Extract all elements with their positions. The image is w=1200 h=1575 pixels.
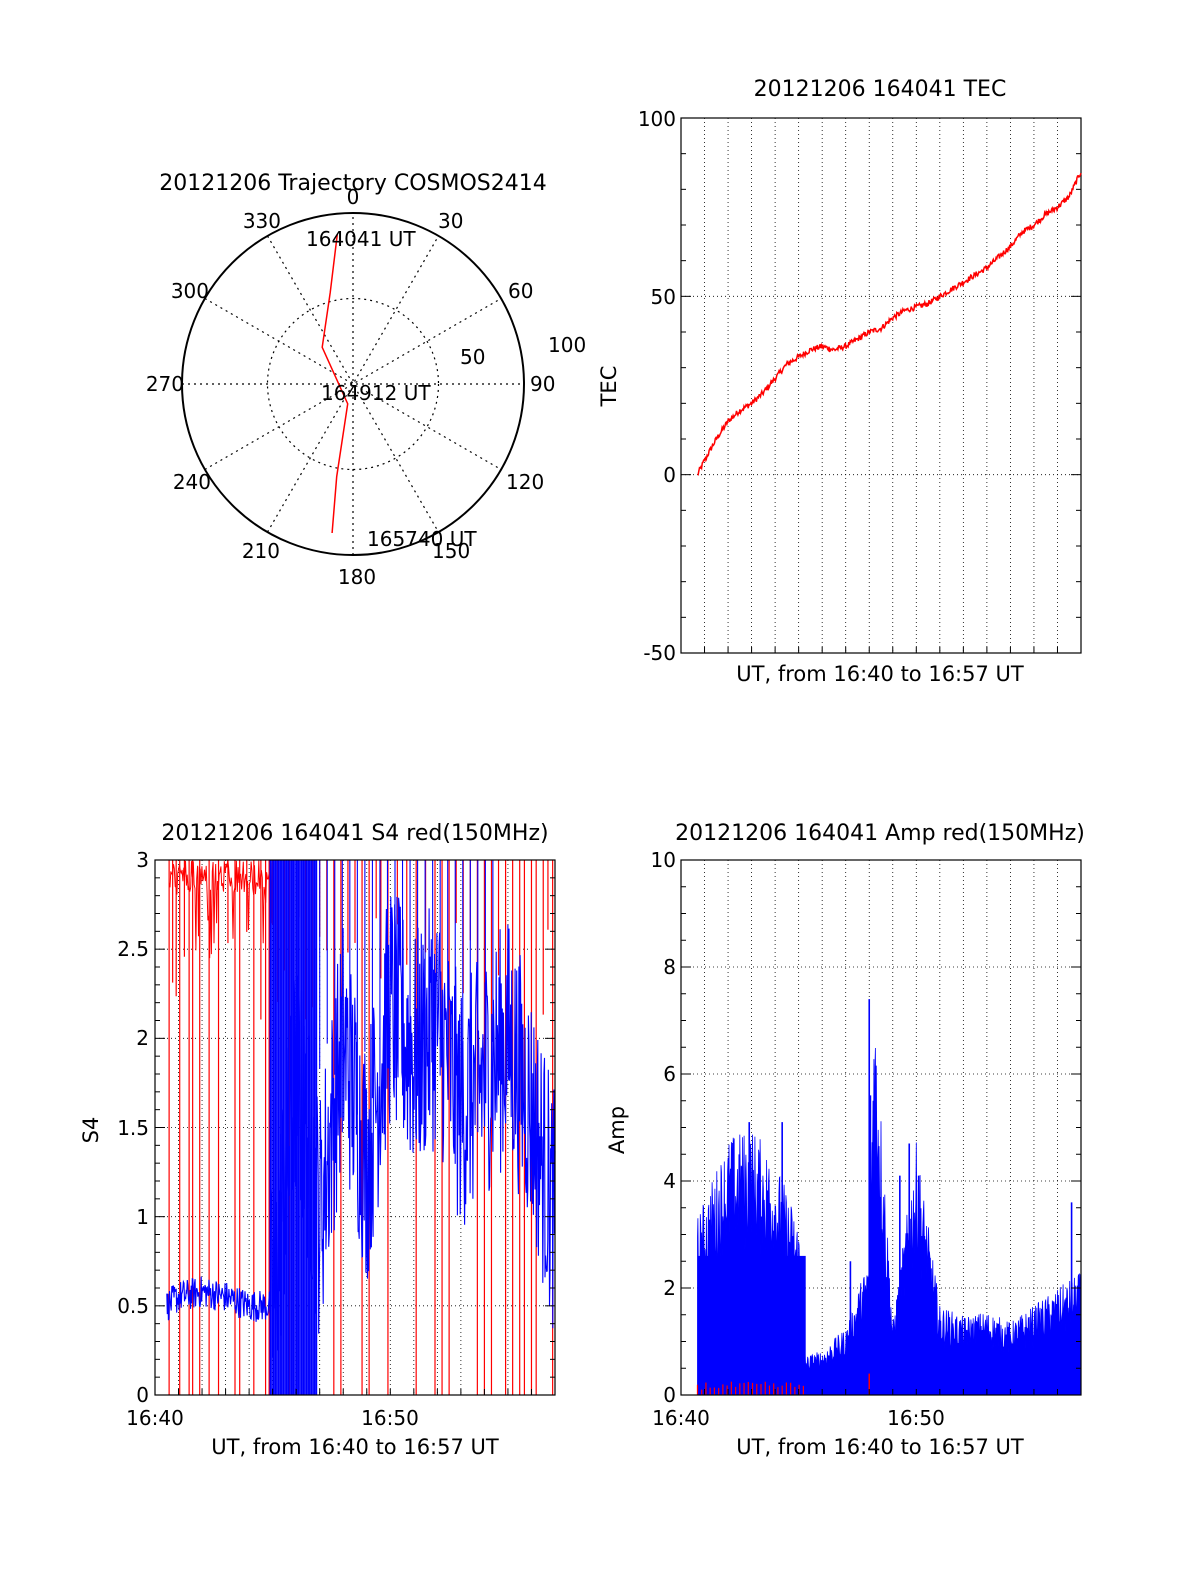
polar-ring-50 — [266, 297, 440, 471]
s4-ytick-label: 3 — [136, 848, 149, 872]
tec-series-line — [697, 172, 1082, 476]
polar-point-label-mid: 164912 UT — [321, 381, 431, 405]
amp-xtick-label: 16:50 — [887, 1406, 945, 1430]
s4-ylabel: S4 — [79, 1117, 103, 1144]
polar-azimuth-label: 240 — [173, 470, 211, 494]
amp-xtick-label: 16:40 — [652, 1406, 710, 1430]
polar-panel: 20121206 Trajectory COSMOS2414 0 30 60 90 12… — [146, 171, 586, 589]
s4-panel: 20121206 164041 S4 red(150MHz) 0 0.5 1 1… — [79, 821, 556, 1459]
s4-blue-line — [166, 896, 556, 1358]
polar-title: 20121206 Trajectory COSMOS2414 — [159, 171, 546, 196]
tec-grid — [681, 118, 1081, 653]
amp-red-series — [696, 1373, 870, 1395]
tec-ytick-label: 50 — [651, 285, 676, 309]
polar-point-label-start: 164041 UT — [306, 227, 416, 251]
amp-ytick-label: 0 — [663, 1383, 676, 1407]
polar-azimuth-label: 150 — [432, 539, 470, 563]
amp-ytick-label: 2 — [663, 1276, 676, 1300]
polar-azimuth-label: 30 — [438, 209, 463, 233]
polar-azimuth-label: 210 — [242, 539, 280, 563]
s4-title: 20121206 164041 S4 red(150MHz) — [161, 821, 548, 846]
tec-xlabel: UT, from 16:40 to 16:57 UT — [736, 662, 1024, 686]
s4-xtick-label: 16:40 — [126, 1406, 184, 1430]
tec-title: 20121206 164041 TEC — [754, 77, 1007, 102]
s4-ytick-label: 1 — [136, 1205, 149, 1229]
polar-azimuth-label: 270 — [146, 372, 184, 396]
tec-ytick-label: 100 — [638, 107, 676, 131]
polar-azimuth-label: 300 — [171, 279, 209, 303]
amp-ylabel: Amp — [605, 1106, 629, 1154]
amp-ytick-label: 8 — [663, 955, 676, 979]
polar-azimuth-label: 0 — [347, 185, 360, 209]
tec-panel: 20121206 164041 TEC -50 0 50 100 TEC UT,… — [597, 77, 1082, 686]
s4-ytick-label: 2 — [136, 1026, 149, 1050]
polar-azimuth-label: 90 — [530, 372, 555, 396]
s4-xtick-label: 16:50 — [361, 1406, 419, 1430]
s4-ytick-label: 2.5 — [117, 937, 149, 961]
s4-ytick-label: 0.5 — [117, 1294, 149, 1318]
s4-ytick-label: 1.5 — [117, 1116, 149, 1140]
s4-ytick-label: 0 — [136, 1383, 149, 1407]
amp-title: 20121206 164041 Amp red(150MHz) — [675, 821, 1085, 846]
s4-red-top-band — [168, 860, 274, 959]
polar-grid — [182, 213, 524, 555]
polar-azimuth-label: 120 — [506, 470, 544, 494]
amp-blue-series — [697, 999, 1082, 1396]
amp-xlabel: UT, from 16:40 to 16:57 UT — [736, 1435, 1024, 1459]
polar-track-line — [321, 234, 349, 534]
tec-ytick-label: 0 — [663, 463, 676, 487]
polar-azimuth-label: 60 — [508, 279, 533, 303]
tec-ytick-label: -50 — [643, 641, 676, 665]
polar-outer-circle — [181, 212, 525, 556]
tec-frame — [680, 117, 1082, 654]
polar-radius-label-50: 50 — [460, 345, 485, 369]
tec-ylabel: TEC — [597, 366, 621, 408]
polar-radius-label-100: 100 — [548, 333, 586, 357]
polar-point-label-end: 165740 UT — [367, 527, 477, 551]
s4-blue-series — [166, 860, 556, 1395]
amp-ytick-label: 6 — [663, 1062, 676, 1086]
amp-ytick-label: 4 — [663, 1169, 676, 1193]
s4-xlabel: UT, from 16:40 to 16:57 UT — [211, 1435, 499, 1459]
amp-panel: 20121206 164041 Amp red(150MHz) 0 2 4 6 … — [605, 821, 1085, 1459]
amp-ticks — [681, 859, 1081, 1396]
tec-ticks — [681, 117, 1081, 654]
polar-azimuth-label: 180 — [338, 565, 376, 589]
polar-azimuth-label: 330 — [243, 209, 281, 233]
amp-blue-block — [697, 1255, 806, 1395]
amp-ytick-label: 10 — [651, 848, 676, 872]
polar-azimuth-labels: 0 30 60 90 120 150 180 210 240 270 300 330 — [146, 185, 556, 589]
s4-ticks — [155, 859, 555, 1396]
